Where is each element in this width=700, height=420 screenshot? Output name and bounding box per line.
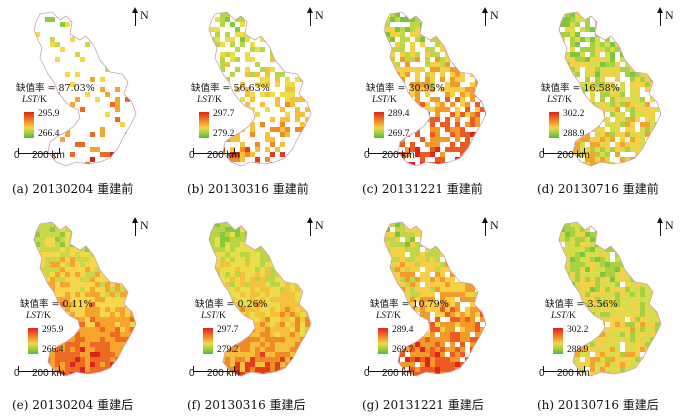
missing-rate-label: 缺值率 = 10.79% [370, 299, 449, 310]
scale-zero-label: 0 [364, 368, 370, 379]
lst-map [208, 221, 312, 377]
scale-km-label: 200 km [382, 368, 415, 379]
panel-caption: (e) 20130204 重建后 [12, 398, 134, 412]
missing-rate-label: 缺值率 = 56.63% [191, 83, 270, 94]
missing-rate-label: 缺值率 = 87.03% [16, 83, 95, 94]
lst-map [33, 221, 137, 377]
map-panel: N 缺值率 = 3.56% LST/K 302.2 288.9 0 200 km (h) 20… [525, 210, 700, 420]
panel-caption: (b) 20130316 重建前 [187, 182, 309, 196]
north-label: N [490, 8, 499, 22]
scale-zero-label: 0 [189, 368, 195, 379]
map-panel: N 缺值率 = 0.26% LST/K 297.7 279.2 0 200 km (f) 20… [175, 210, 350, 420]
north-label: N [490, 218, 499, 232]
scale-km-label: 200 km [557, 150, 590, 161]
lst-color-ramp [28, 328, 38, 354]
lst-map [558, 11, 662, 167]
legend-max-value: 295.9 [38, 109, 60, 119]
lst-legend-title: LST/K [551, 311, 576, 321]
legend-max-value: 295.9 [42, 325, 64, 335]
lst-color-ramp [549, 112, 559, 138]
scale-zero-label: 0 [189, 150, 195, 161]
lst-color-ramp [203, 328, 213, 354]
lst-legend-title: LST/K [547, 95, 572, 105]
lst-legend-title: LST/K [201, 311, 226, 321]
legend-min-value: 279.2 [217, 345, 239, 355]
lst-color-ramp [24, 112, 34, 138]
lst-color-ramp [374, 112, 384, 138]
lst-map [208, 11, 312, 167]
scale-km-label: 200 km [207, 368, 240, 379]
north-label: N [665, 8, 674, 22]
lst-color-ramp [553, 328, 563, 354]
lst-map [33, 11, 137, 167]
map-panel: N 缺值率 = 56.63% LST/K 297.7 279.2 0 200 km (b) 2… [175, 0, 350, 210]
lst-legend-title: LST/K [376, 311, 401, 321]
lst-legend-title: LST/K [372, 95, 397, 105]
legend-min-value: 288.9 [563, 129, 585, 139]
lst-color-ramp [378, 328, 388, 354]
scale-zero-label: 0 [539, 150, 545, 161]
legend-max-value: 302.2 [563, 109, 585, 119]
scale-km-label: 200 km [32, 368, 65, 379]
lst-map [558, 221, 662, 377]
scale-zero-label: 0 [14, 368, 20, 379]
panel-caption: (f) 20130316 重建后 [187, 398, 306, 412]
lst-map [383, 221, 487, 377]
map-panel: N 缺值率 = 30.95% LST/K 289.4 269.7 0 200 km (c) 2… [350, 0, 525, 210]
north-label: N [315, 218, 324, 232]
scale-zero-label: 0 [14, 150, 20, 161]
panel-caption: (h) 20130716 重建后 [537, 398, 659, 412]
panel-caption: (c) 20131221 重建前 [362, 182, 483, 196]
legend-max-value: 297.7 [217, 325, 239, 335]
legend-min-value: 269.7 [388, 129, 410, 139]
north-label: N [665, 218, 674, 232]
map-panel: N 缺值率 = 0.11% LST/K 295.9 266.4 0 200 km (e) 20… [0, 210, 175, 420]
map-panel: N 缺值率 = 10.79% LST/K 289.4 269.7 0 200 km (g) 2… [350, 210, 525, 420]
panel-caption: (a) 20130204 重建前 [12, 182, 134, 196]
lst-color-ramp [199, 112, 209, 138]
missing-rate-label: 缺值率 = 16.58% [541, 83, 620, 94]
missing-rate-label: 缺值率 = 0.26% [195, 299, 268, 310]
lst-legend-title: LST/K [26, 311, 51, 321]
scale-km-label: 200 km [382, 150, 415, 161]
legend-min-value: 266.4 [42, 345, 64, 355]
legend-max-value: 289.4 [392, 325, 414, 335]
scale-km-label: 200 km [557, 368, 590, 379]
lst-map [383, 11, 487, 167]
north-label: N [140, 218, 149, 232]
lst-legend-title: LST/K [22, 95, 47, 105]
map-panel: N 缺值率 = 87.03% LST/K 295.9 266.4 0 200 km (a) 2… [0, 0, 175, 210]
panel-caption: (d) 20130716 重建前 [537, 182, 659, 196]
missing-rate-label: 缺值率 = 3.56% [545, 299, 618, 310]
missing-rate-label: 缺值率 = 0.11% [20, 299, 93, 310]
lst-legend-title: LST/K [197, 95, 222, 105]
legend-max-value: 297.7 [213, 109, 235, 119]
legend-min-value: 266.4 [38, 129, 60, 139]
scale-zero-label: 0 [539, 368, 545, 379]
scale-km-label: 200 km [32, 150, 65, 161]
north-label: N [140, 8, 149, 22]
legend-max-value: 289.4 [388, 109, 410, 119]
panel-caption: (g) 20131221 重建后 [362, 398, 484, 412]
legend-max-value: 302.2 [567, 325, 589, 335]
north-label: N [315, 8, 324, 22]
legend-min-value: 288.9 [567, 345, 589, 355]
missing-rate-label: 缺值率 = 30.95% [366, 83, 445, 94]
legend-min-value: 279.2 [213, 129, 235, 139]
scale-km-label: 200 km [207, 150, 240, 161]
legend-min-value: 269.7 [392, 345, 414, 355]
scale-zero-label: 0 [364, 150, 370, 161]
map-panel: N 缺值率 = 16.58% LST/K 302.2 288.9 0 200 km (d) 2… [525, 0, 700, 210]
